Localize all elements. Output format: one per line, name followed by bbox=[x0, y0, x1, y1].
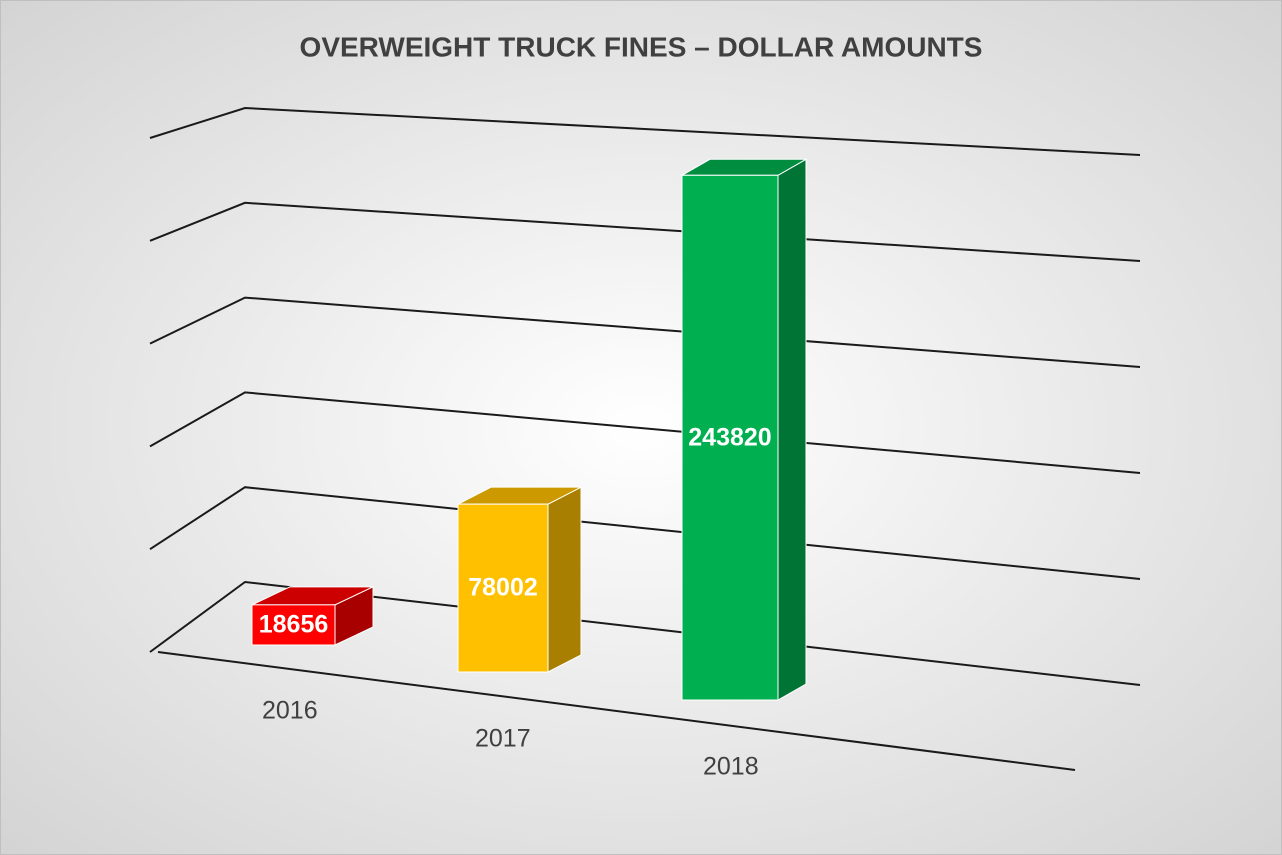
bar bbox=[457, 503, 549, 673]
grid-line bbox=[149, 486, 1141, 580]
grid-line bbox=[149, 391, 1141, 474]
bar bbox=[251, 604, 336, 646]
x-tick-label: 2017 bbox=[475, 725, 531, 753]
bar-side bbox=[777, 158, 807, 701]
grid-line bbox=[149, 106, 1141, 156]
data-label: 18656 bbox=[259, 611, 329, 639]
x-tick-label: 2016 bbox=[262, 697, 318, 725]
chart-title: OVERWEIGHT TRUCK FINES – DOLLAR AMOUNTS bbox=[300, 31, 983, 62]
bar-side bbox=[547, 486, 582, 673]
data-label: 243820 bbox=[688, 423, 771, 451]
floor-front-edge bbox=[157, 651, 1076, 771]
grid-line bbox=[149, 296, 1141, 368]
x-tick-label: 2018 bbox=[703, 753, 759, 781]
grid-line bbox=[149, 580, 1141, 686]
bar bbox=[681, 174, 779, 701]
grid-line bbox=[149, 201, 1141, 262]
data-label: 78002 bbox=[468, 574, 538, 602]
